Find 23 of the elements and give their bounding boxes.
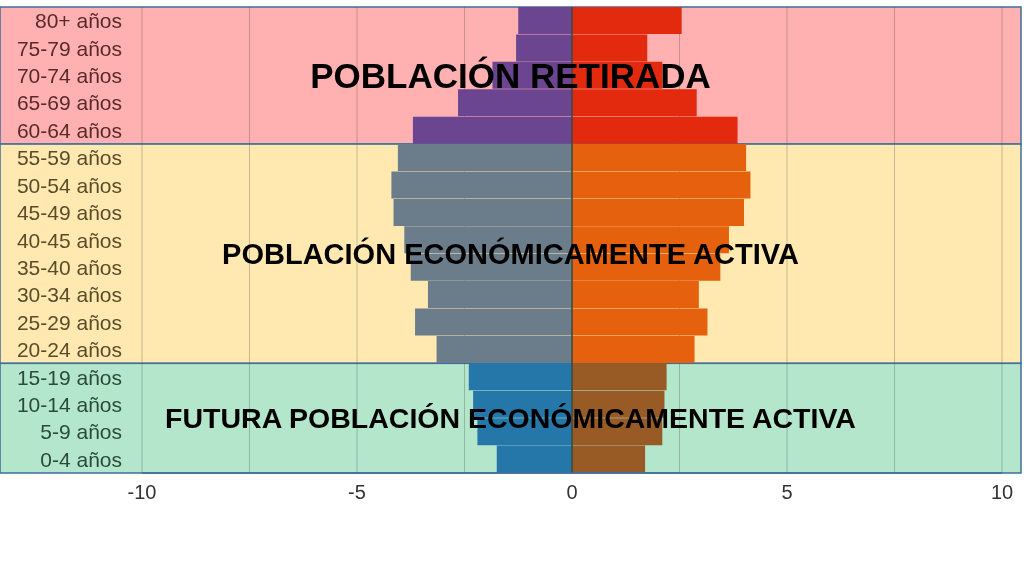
y-tick-label: 75-79 años xyxy=(16,36,122,60)
y-tick-label: 25-29 años xyxy=(16,310,122,334)
y-tick-label: 70-74 años xyxy=(16,64,122,88)
x-tick-label: 0 xyxy=(566,481,578,504)
y-tick-label: 10-14 años xyxy=(16,392,122,416)
y-tick-label: 15-19 años xyxy=(16,365,122,389)
x-tick-label: 10 xyxy=(990,481,1014,504)
y-tick-label: 60-64 años xyxy=(16,118,122,142)
y-tick-label: 20-24 años xyxy=(16,338,122,362)
x-tick-label: 5 xyxy=(781,481,793,504)
y-tick-label: 5-9 años xyxy=(40,420,122,444)
y-tick-label: 0-4 años xyxy=(40,447,122,471)
y-tick-label: 55-59 años xyxy=(16,146,122,170)
y-tick-label: 80+ años xyxy=(35,9,122,33)
y-tick-label: 65-69 años xyxy=(16,91,122,115)
x-tick-label: -5 xyxy=(348,481,366,504)
y-tick-label: 30-34 años xyxy=(16,283,122,307)
y-tick-label: 50-54 años xyxy=(16,173,122,197)
y-tick-label: 45-49 años xyxy=(16,201,122,225)
x-tick-label: -10 xyxy=(127,481,157,504)
y-tick-label: 40-45 años xyxy=(16,228,122,252)
band-label: FUTURA POBLACIÓN ECONÓMICAMENTE ACTIVA xyxy=(165,402,856,435)
y-tick-label: 35-40 años xyxy=(16,255,122,279)
